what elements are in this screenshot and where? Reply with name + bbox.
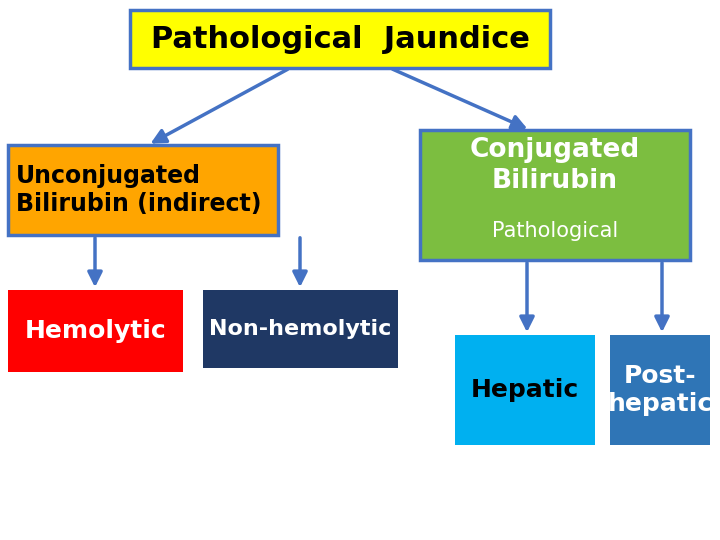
Bar (8, 290, 183, 372)
Bar (455, 335, 595, 445)
Text: Non-hemolytic: Non-hemolytic (210, 319, 392, 339)
Bar (420, 130, 690, 260)
Text: Hemolytic: Hemolytic (24, 319, 166, 343)
Text: Conjugated
Bilirubin: Conjugated Bilirubin (470, 137, 640, 194)
Bar (610, 335, 710, 445)
Text: Unconjugated
Bilirubin (indirect): Unconjugated Bilirubin (indirect) (16, 164, 261, 217)
Bar (130, 10, 550, 68)
Text: Post-
hepatic: Post- hepatic (608, 363, 713, 416)
Bar (203, 290, 398, 368)
Text: Hepatic: Hepatic (471, 378, 579, 402)
Text: Pathological  Jaundice: Pathological Jaundice (150, 24, 529, 53)
Text: Pathological: Pathological (492, 221, 618, 241)
Bar (8, 145, 278, 235)
